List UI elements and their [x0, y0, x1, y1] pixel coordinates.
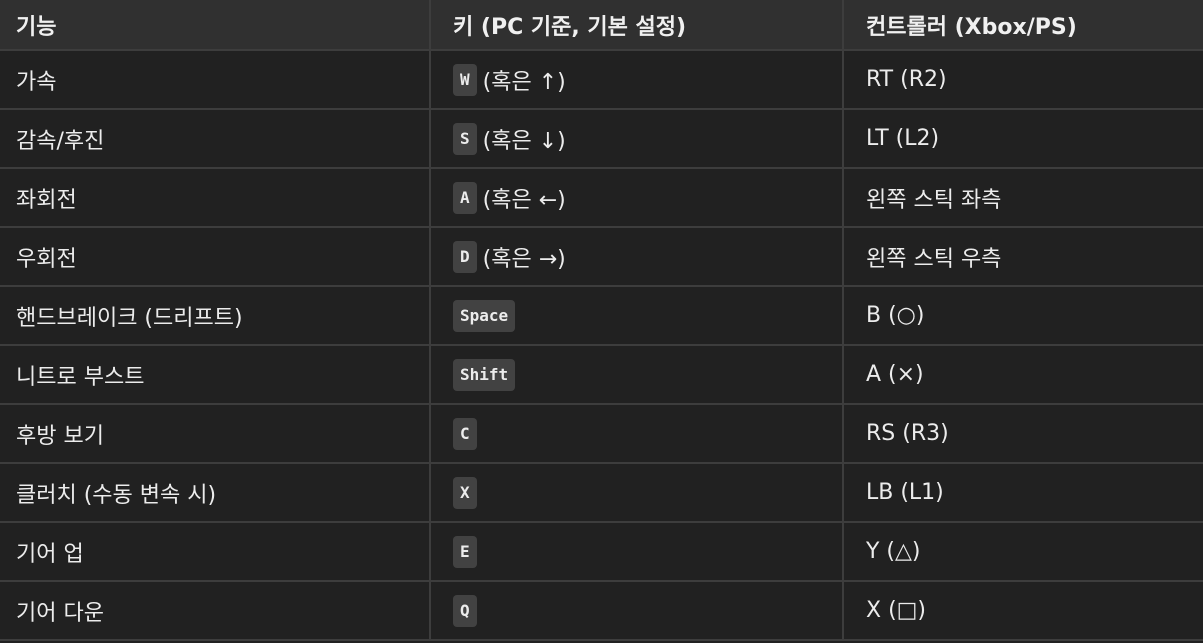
- table-row: 기어 업 E Y (△): [0, 522, 1203, 582]
- key-cell: C: [430, 404, 844, 464]
- key-alt-text: (혹은 ↓): [482, 128, 566, 154]
- controller-cell: A (×): [843, 345, 1203, 405]
- key-cell: A (혹은 ←): [430, 168, 844, 228]
- key-badge: D: [453, 240, 477, 273]
- key-cell: S (혹은 ↓): [430, 109, 844, 169]
- table-row: 우회전 D (혹은 →) 왼쪽 스틱 우측: [0, 227, 1203, 287]
- header-key: 키 (PC 기준, 기본 설정): [430, 0, 844, 51]
- key-badge: Space: [453, 299, 516, 332]
- key-badge: E: [453, 535, 477, 568]
- table-row: 감속/후진 S (혹은 ↓) LT (L2): [0, 109, 1203, 169]
- controller-cell: RT (R2): [843, 50, 1203, 110]
- controller-cell: 왼쪽 스틱 좌측: [843, 168, 1203, 228]
- controller-cell: RS (R3): [843, 404, 1203, 464]
- function-cell: 좌회전: [0, 168, 431, 228]
- table-row: 클러치 (수동 변속 시) X LB (L1): [0, 463, 1203, 523]
- key-cell: Q: [430, 581, 844, 641]
- function-cell: 핸드브레이크 (드리프트): [0, 286, 431, 346]
- key-badge: Q: [453, 594, 477, 627]
- function-cell: 후방 보기: [0, 404, 431, 464]
- key-cell: W (혹은 ↑): [430, 50, 844, 110]
- key-badge: X: [453, 476, 477, 509]
- key-alt-text: (혹은 →): [482, 246, 566, 272]
- table-row: 기어 다운 Q X (□): [0, 581, 1203, 641]
- function-cell: 감속/후진: [0, 109, 431, 169]
- function-cell: 우회전: [0, 227, 431, 287]
- key-cell: D (혹은 →): [430, 227, 844, 287]
- controller-cell: Y (△): [843, 522, 1203, 582]
- function-cell: 기어 업: [0, 522, 431, 582]
- key-badge: A: [453, 181, 477, 214]
- key-badge: Shift: [453, 358, 516, 391]
- function-cell: 가속: [0, 50, 431, 110]
- key-badge: S: [453, 122, 477, 155]
- table-header-row: 기능 키 (PC 기준, 기본 설정) 컨트롤러 (Xbox/PS): [0, 0, 1203, 51]
- key-cell: X: [430, 463, 844, 523]
- table-row: 니트로 부스트 Shift A (×): [0, 345, 1203, 405]
- function-cell: 니트로 부스트: [0, 345, 431, 405]
- key-alt-text: (혹은 ←): [482, 187, 566, 213]
- key-cell: Space: [430, 286, 844, 346]
- controller-cell: LB (L1): [843, 463, 1203, 523]
- controller-cell: LT (L2): [843, 109, 1203, 169]
- key-alt-text: (혹은 ↑): [482, 69, 566, 95]
- table-row: 좌회전 A (혹은 ←) 왼쪽 스틱 좌측: [0, 168, 1203, 228]
- key-badge: C: [453, 417, 477, 450]
- table-row: 가속 W (혹은 ↑) RT (R2): [0, 50, 1203, 110]
- controller-cell: B (○): [843, 286, 1203, 346]
- header-controller: 컨트롤러 (Xbox/PS): [843, 0, 1203, 51]
- controller-cell: X (□): [843, 581, 1203, 641]
- key-cell: Shift: [430, 345, 844, 405]
- controller-cell: 왼쪽 스틱 우측: [843, 227, 1203, 287]
- function-cell: 클러치 (수동 변속 시): [0, 463, 431, 523]
- header-function: 기능: [0, 0, 431, 51]
- table-row: 핸드브레이크 (드리프트) Space B (○): [0, 286, 1203, 346]
- table-row: 후방 보기 C RS (R3): [0, 404, 1203, 464]
- table-body: 가속 W (혹은 ↑) RT (R2) 감속/후진 S (혹은 ↓) LT (L2) 좌회전 A(…: [0, 50, 1203, 641]
- function-cell: 기어 다운: [0, 581, 431, 641]
- key-badge: W: [453, 63, 477, 96]
- key-cell: E: [430, 522, 844, 582]
